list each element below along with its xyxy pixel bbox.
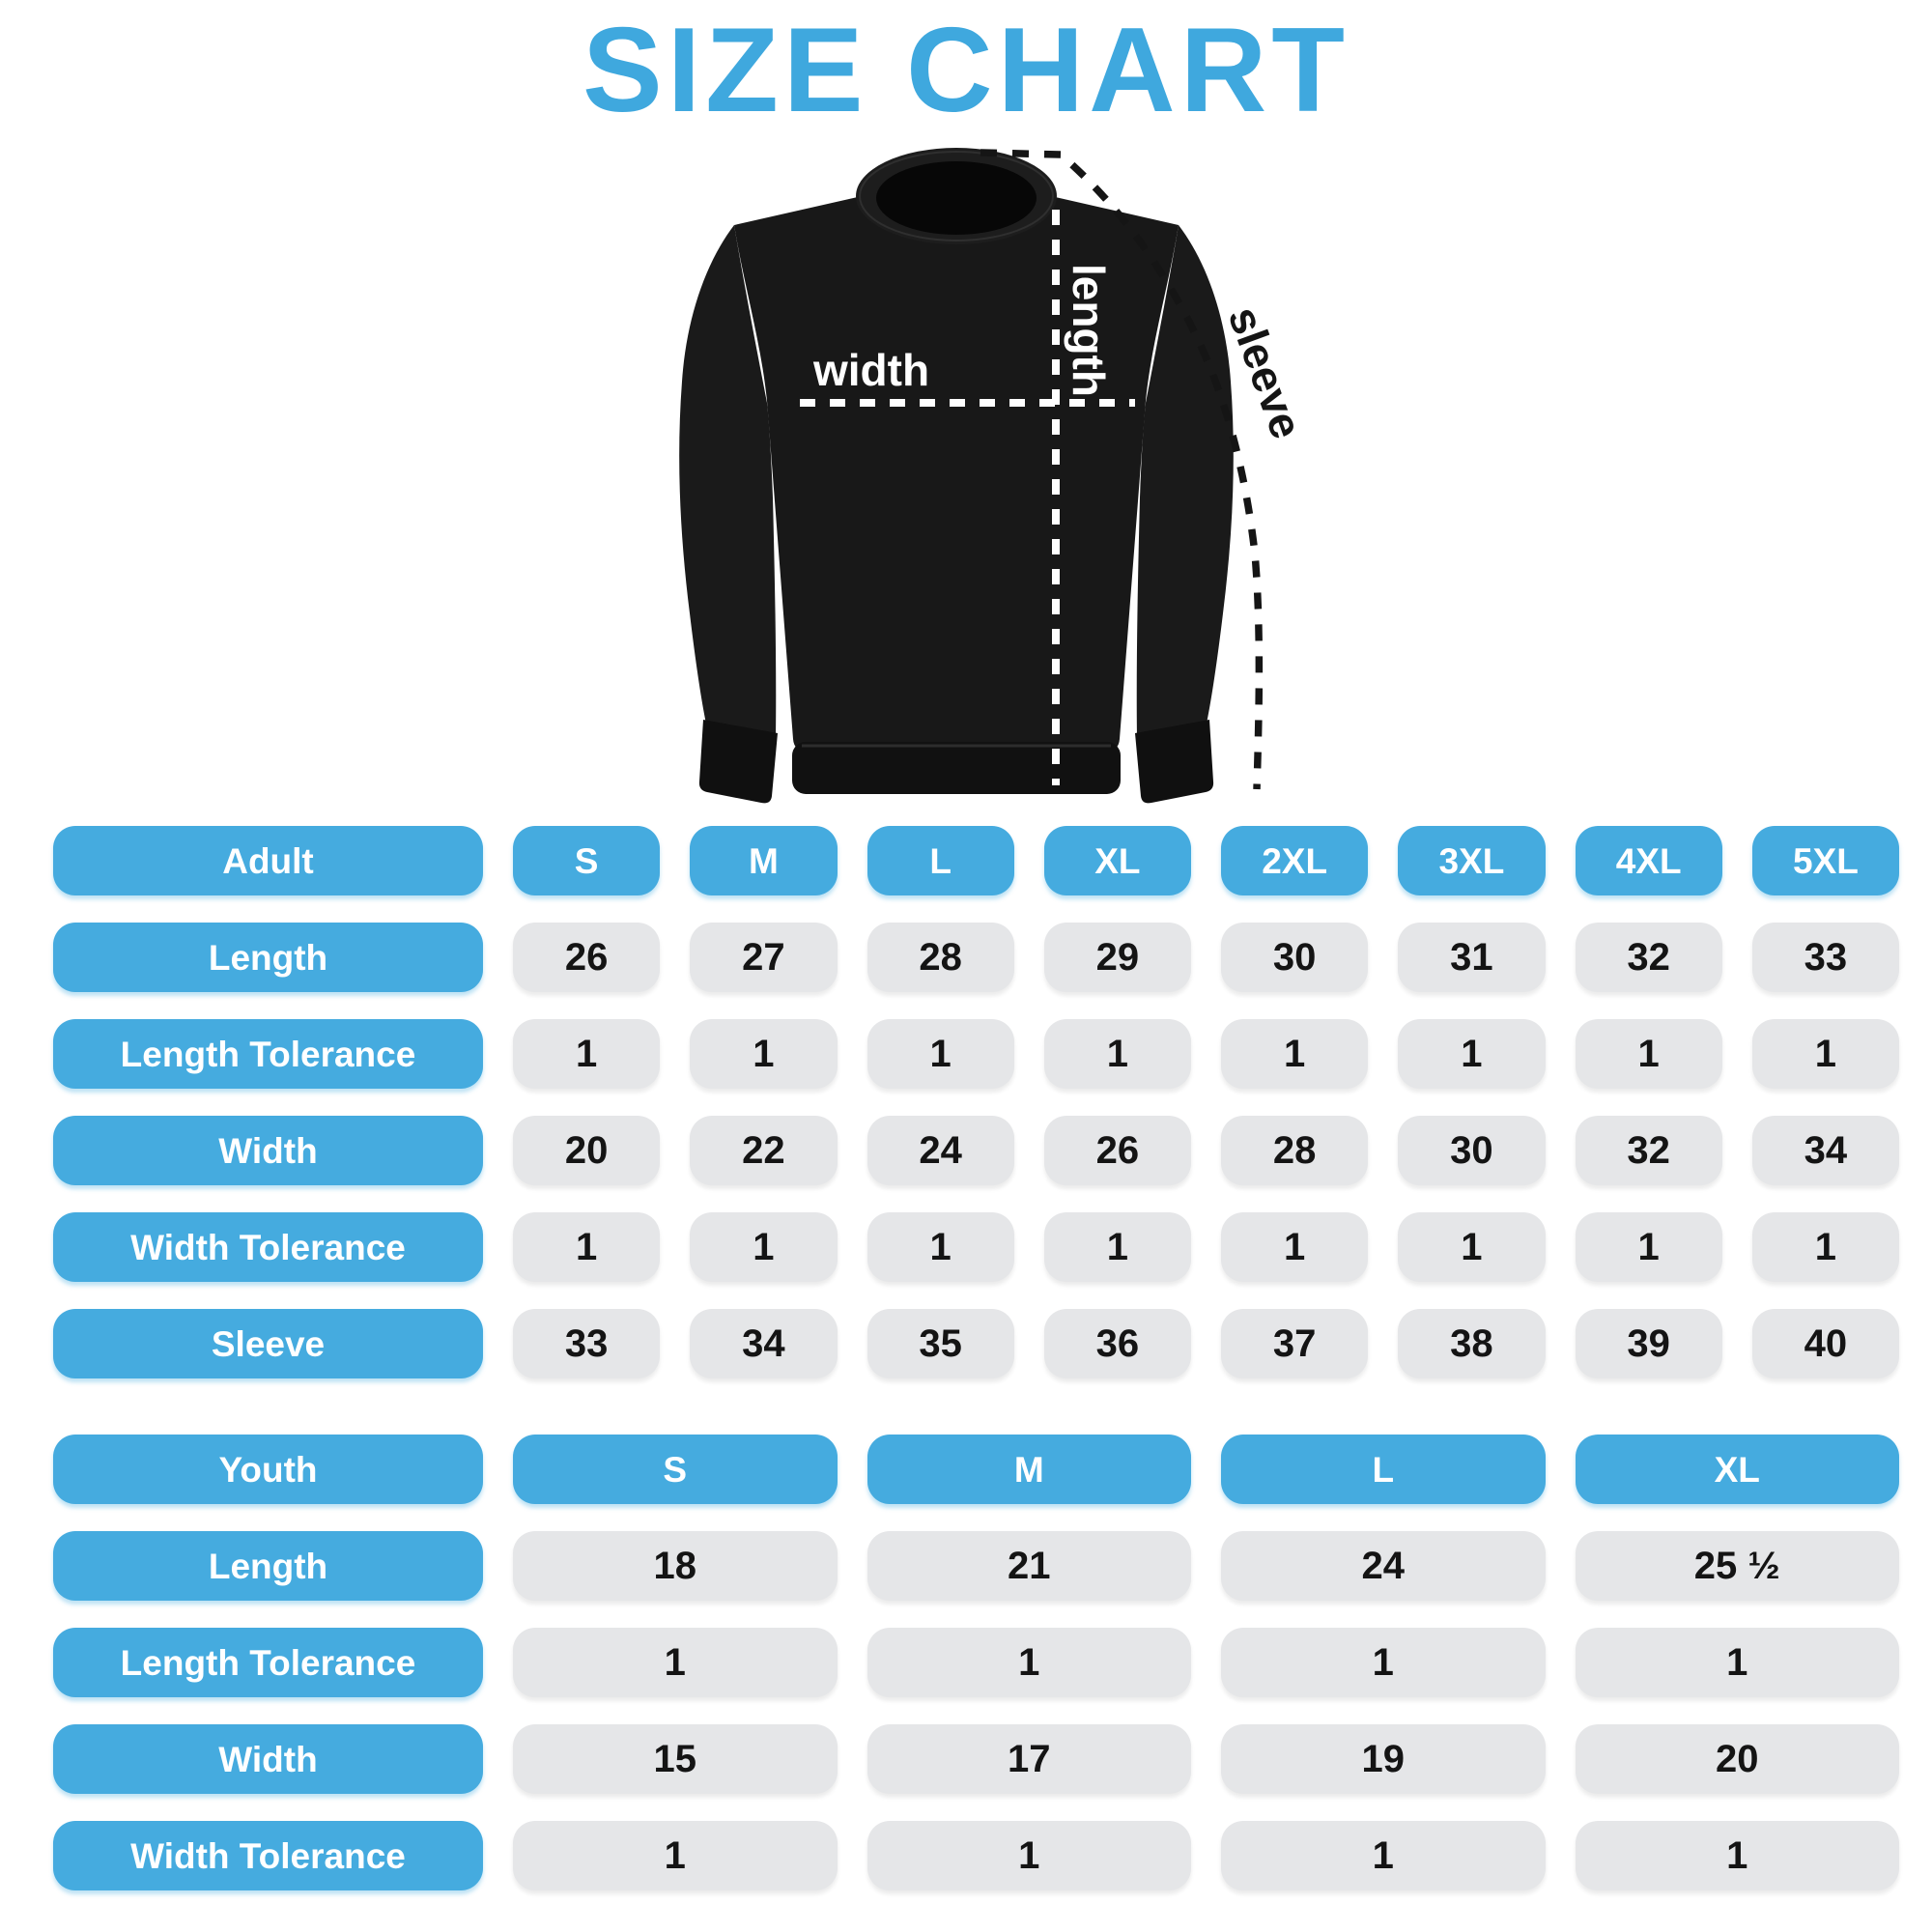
value-cell: 21 [867,1531,1191,1601]
value-cell: 29 [1043,923,1191,992]
size-header-cell: 5XL [1751,826,1899,895]
row-label: Width [53,1116,483,1185]
value-cell: 32 [1575,1116,1722,1185]
size-header-cell: 3XL [1398,826,1546,895]
value-cell: 1 [690,1019,838,1089]
value-cell: 1 [1751,1019,1899,1089]
value-cell: 22 [690,1116,838,1185]
value-cell: 1 [1221,1212,1369,1282]
value-cell: 1 [1043,1019,1191,1089]
value-cell: 26 [1043,1116,1191,1185]
value-cell: 1 [513,1019,661,1089]
value-cell: 38 [1398,1309,1546,1378]
value-cell: 1 [1221,1821,1546,1890]
value-cell: 33 [513,1309,661,1378]
value-cell: 37 [1221,1309,1369,1378]
table-title-cell: Youth [53,1435,483,1504]
value-cell: 1 [1575,1821,1899,1890]
row-label: Width [53,1724,483,1794]
size-header-cell: 4XL [1575,826,1722,895]
value-cell: 27 [690,923,838,992]
adult-size-table: Adult S M L XL 2XL 3XL 4XL 5XL Length 26 27 28 29 30 31… [53,826,1899,1378]
value-cell: 40 [1751,1309,1899,1378]
sweatshirt-left-sleeve [679,225,777,738]
table-title-cell: Adult [53,826,483,895]
size-header-cell: M [867,1435,1191,1504]
value-cell: 36 [1043,1309,1191,1378]
row-label: Sleeve [53,1309,483,1378]
sweatshirt-left-cuff [698,720,778,804]
size-header-cell: S [513,826,661,895]
value-cell: 1 [513,1628,838,1697]
collar-seam [859,151,1054,242]
row-label: Length [53,1531,483,1601]
page-title: SIZE CHART [582,4,1350,137]
value-cell: 1 [690,1212,838,1282]
value-cell: 20 [1575,1724,1899,1794]
sweatshirt-hem-band [792,742,1121,794]
value-cell: 1 [1221,1628,1546,1697]
size-header-cell: M [690,826,838,895]
value-cell: 1 [1398,1212,1546,1282]
value-cell: 1 [867,1212,1014,1282]
row-label: Length [53,923,483,992]
row-label: Width Tolerance [53,1821,483,1890]
value-cell: 24 [1221,1531,1546,1601]
value-cell: 15 [513,1724,838,1794]
value-cell: 20 [513,1116,661,1185]
value-cell: 18 [513,1531,838,1601]
value-cell: 1 [867,1628,1191,1697]
value-cell: 28 [867,923,1014,992]
sweatshirt-graphic: width length sleeve [679,148,1313,804]
youth-size-table: Youth S M L XL Length 18 21 24 25 ½ Length Toleran… [53,1435,1899,1890]
size-header-cell: S [513,1435,838,1504]
value-cell: 1 [1221,1019,1369,1089]
value-cell: 1 [513,1821,838,1890]
sweatshirt-collar-opening [876,161,1037,235]
row-label: Length Tolerance [53,1019,483,1089]
value-cell: 1 [513,1212,661,1282]
sweatshirt-right-cuff [1135,720,1214,804]
value-cell: 24 [867,1116,1014,1185]
value-cell: 25 ½ [1575,1531,1899,1601]
value-cell: 34 [690,1309,838,1378]
size-header-cell: XL [1043,826,1191,895]
value-cell: 32 [1575,923,1722,992]
value-cell: 1 [1575,1019,1722,1089]
sleeve-measure-line [980,149,1264,790]
size-header-cell: 2XL [1221,826,1369,895]
value-cell: 28 [1221,1116,1369,1185]
row-label: Width Tolerance [53,1212,483,1282]
value-cell: 19 [1221,1724,1546,1794]
value-cell: 1 [867,1019,1014,1089]
value-cell: 1 [867,1821,1191,1890]
value-cell: 39 [1575,1309,1722,1378]
value-cell: 34 [1751,1116,1899,1185]
size-header-cell: L [867,826,1014,895]
sweatshirt-right-sleeve [1136,225,1234,738]
value-cell: 30 [1398,1116,1546,1185]
value-cell: 1 [1043,1212,1191,1282]
sweatshirt-body [734,188,1179,751]
size-header-cell: XL [1575,1435,1899,1504]
length-label: length [1064,264,1114,397]
value-cell: 1 [1751,1212,1899,1282]
width-label: width [812,345,929,395]
value-cell: 33 [1751,923,1899,992]
row-label: Length Tolerance [53,1628,483,1697]
value-cell: 35 [867,1309,1014,1378]
value-cell: 26 [513,923,661,992]
value-cell: 1 [1575,1212,1722,1282]
value-cell: 1 [1575,1628,1899,1697]
value-cell: 17 [867,1724,1191,1794]
value-cell: 31 [1398,923,1546,992]
value-cell: 1 [1398,1019,1546,1089]
size-header-cell: L [1221,1435,1546,1504]
value-cell: 30 [1221,923,1369,992]
